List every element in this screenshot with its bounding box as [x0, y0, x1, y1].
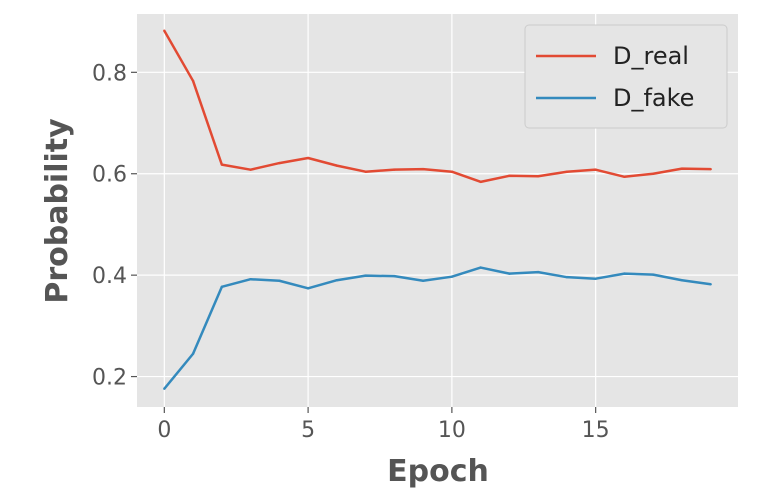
y-tick-label: 0.6	[92, 163, 127, 188]
data-point-d-fake	[163, 387, 166, 390]
data-point-d-fake	[278, 279, 281, 282]
y-axis-title: Probability	[40, 118, 75, 304]
data-point-d-fake	[565, 275, 569, 279]
data-point-d-fake	[220, 285, 224, 289]
y-tick-label: 0.4	[92, 264, 127, 289]
series-line-d-fake	[163, 266, 711, 390]
data-point-d-real	[709, 167, 712, 171]
data-point-d-fake	[249, 278, 252, 281]
data-point-d-real	[306, 156, 310, 160]
data-point-d-fake	[680, 279, 684, 282]
data-point-d-real	[623, 175, 626, 178]
data-point-d-real	[163, 29, 166, 32]
data-point-d-real	[450, 170, 454, 173]
data-point-d-real	[364, 170, 367, 173]
data-point-d-fake	[450, 275, 454, 278]
data-point-d-real	[249, 168, 252, 171]
data-point-d-fake	[594, 277, 597, 280]
series-line-d-real	[163, 30, 711, 184]
data-point-d-real	[508, 174, 511, 177]
data-point-d-fake	[479, 266, 482, 269]
data-point-d-fake	[709, 283, 712, 286]
y-tick-label: 0.2	[92, 366, 127, 391]
legend-box	[524, 24, 728, 129]
legend: D_real D_fake	[524, 24, 728, 129]
data-point-d-real	[220, 163, 224, 166]
data-point-d-fake	[335, 279, 339, 282]
data-point-d-fake	[623, 272, 626, 275]
data-point-d-fake	[393, 274, 396, 278]
x-tick-label: 10	[438, 418, 466, 443]
data-point-d-fake	[536, 270, 540, 274]
x-tick-label: 0	[157, 418, 171, 443]
x-axis-title: Epoch	[387, 454, 489, 489]
data-point-d-fake	[508, 272, 511, 275]
data-point-d-fake	[364, 274, 367, 277]
data-point-d-real	[191, 79, 195, 83]
data-point-d-real	[536, 175, 540, 178]
data-point-d-fake	[191, 352, 195, 355]
data-point-d-real	[335, 164, 339, 167]
data-point-d-real	[680, 167, 684, 170]
data-point-d-fake	[306, 287, 310, 290]
data-point-d-fake	[421, 279, 425, 282]
data-point-d-real	[594, 168, 597, 171]
x-tick-label: 5	[301, 418, 315, 443]
axis-ticks: 0 5 10 15 0.2 0.4 0.6 0.8	[92, 61, 610, 443]
data-point-d-real	[479, 180, 482, 184]
data-point-d-real	[651, 172, 655, 175]
data-point-d-fake	[651, 273, 655, 276]
series-lines	[163, 29, 712, 390]
y-tick-label: 0.8	[92, 61, 127, 86]
data-point-d-real	[565, 170, 569, 173]
legend-label-d-real: D_real	[613, 42, 689, 70]
x-tick-label: 15	[582, 418, 610, 443]
data-point-d-real	[393, 168, 396, 171]
legend-label-d-fake: D_fake	[613, 84, 694, 112]
data-point-d-real	[421, 167, 425, 171]
data-point-d-real	[278, 161, 281, 165]
